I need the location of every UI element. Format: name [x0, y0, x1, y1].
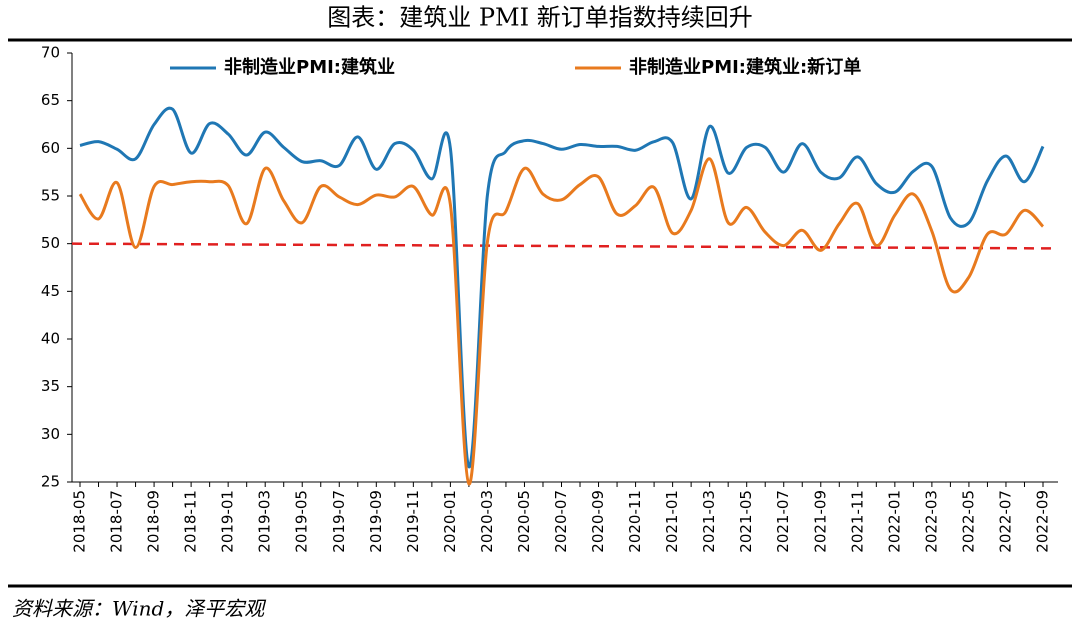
x-tick-label: 2019-09 — [367, 490, 385, 553]
x-tick-label: 2022-01 — [885, 490, 903, 553]
x-tick-label: 2020-09 — [589, 490, 607, 553]
x-tick-label: 2021-11 — [848, 490, 866, 553]
series-line — [78, 157, 1045, 486]
x-tick-label: 2018-05 — [71, 490, 89, 553]
y-tick-label: 50 — [41, 234, 60, 252]
series-line — [79, 106, 1045, 469]
x-tick-label: 2019-01 — [219, 490, 237, 553]
x-tick-label: 2022-09 — [1034, 490, 1052, 553]
x-tick-label: 2021-01 — [663, 490, 681, 553]
x-tick-label: 2021-05 — [737, 490, 755, 553]
x-tick-label: 2019-11 — [404, 490, 422, 553]
x-tick-label: 2020-07 — [552, 490, 570, 553]
x-tick-label: 2019-07 — [330, 490, 348, 553]
y-tick-label: 25 — [41, 473, 60, 491]
y-tick-label: 40 — [41, 330, 60, 348]
x-tick-label: 2021-03 — [700, 490, 718, 553]
x-tick-label: 2020-05 — [515, 490, 533, 553]
x-tick-label: 2019-05 — [293, 490, 311, 553]
legend-label: 非制造业PMI:建筑业 — [224, 56, 395, 78]
x-tick-label: 2020-11 — [626, 490, 644, 553]
y-tick-label: 60 — [41, 139, 60, 157]
x-tick-label: 2018-11 — [182, 490, 200, 553]
legend-label: 非制造业PMI:建筑业:新订单 — [629, 56, 861, 78]
x-tick-label: 2019-03 — [256, 490, 274, 553]
source-note: 资料来源：Wind，泽平宏观 — [12, 597, 266, 621]
chart-title: 图表：建筑业 PMI 新订单指数持续回升 — [327, 4, 752, 32]
x-tick-label: 2021-09 — [811, 490, 829, 553]
x-tick-label: 2020-01 — [441, 490, 459, 553]
y-tick-label: 35 — [41, 377, 60, 395]
x-tick-label: 2018-09 — [145, 490, 163, 553]
y-tick-label: 55 — [41, 187, 60, 205]
x-tick-label: 2020-03 — [478, 490, 496, 553]
plot-area — [78, 106, 1045, 486]
x-tick-label: 2022-03 — [922, 490, 940, 553]
x-tick-label: 2022-07 — [996, 490, 1014, 553]
x-tick-label: 2018-07 — [108, 490, 126, 553]
y-tick-label: 65 — [41, 91, 60, 109]
reference-line — [71, 242, 1059, 250]
y-tick-label: 45 — [41, 282, 60, 300]
x-tick-label: 2022-05 — [959, 490, 977, 553]
y-tick-label: 30 — [41, 425, 60, 443]
x-tick-label: 2021-07 — [774, 490, 792, 553]
y-tick-label: 70 — [41, 44, 60, 62]
